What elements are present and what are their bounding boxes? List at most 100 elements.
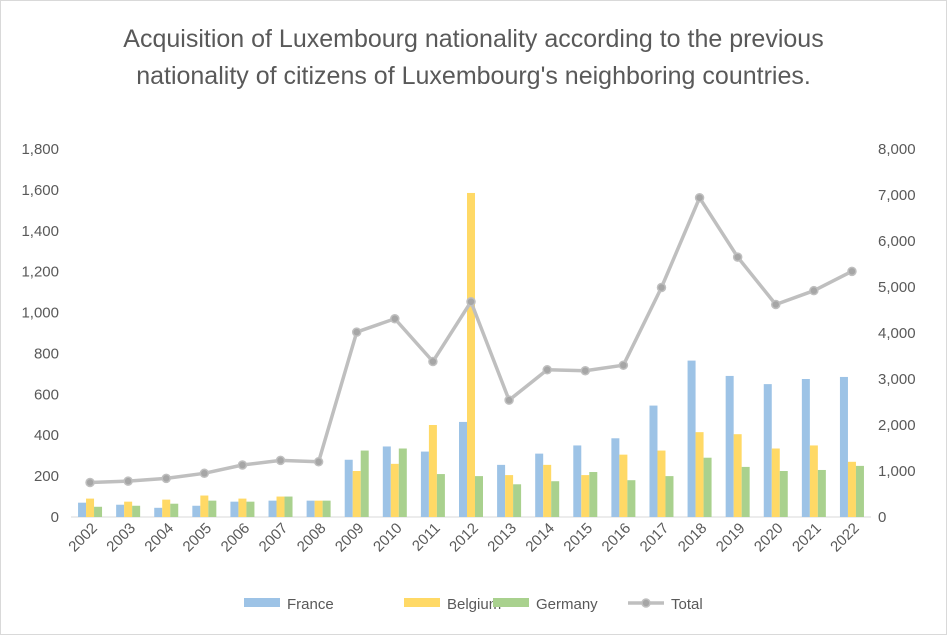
bar-belgium [733, 434, 742, 517]
bar-france [116, 504, 125, 517]
bar-germany [665, 476, 674, 517]
bar-germany [132, 505, 141, 517]
x-tick-label: 2002 [65, 520, 101, 556]
point-total [771, 299, 781, 310]
bar-france [306, 500, 315, 517]
bar-belgium [467, 192, 475, 517]
y-left-tick-label: 400 [34, 427, 59, 444]
point-total [161, 473, 171, 484]
y-right-tick-label: 4,000 [878, 325, 916, 342]
bar-germany [475, 476, 483, 517]
point-total [694, 193, 705, 203]
x-tick-label: 2007 [256, 520, 292, 556]
bar-france [801, 379, 810, 517]
bar-france [725, 375, 734, 517]
y-right-tick-label: 8,000 [878, 141, 916, 158]
x-tick-label: 2020 [751, 520, 787, 556]
x-tick-label: 2003 [103, 520, 139, 556]
y-right-tick-label: 6,000 [878, 233, 916, 250]
legend-label-belgium: Belgium [447, 596, 501, 613]
bar-germany [513, 484, 522, 517]
x-tick-label: 2021 [789, 520, 825, 556]
point-total [313, 457, 324, 467]
point-total [390, 313, 400, 324]
bar-germany [322, 500, 331, 517]
legend-label-germany: Germany [536, 596, 598, 613]
x-tick-label: 2004 [141, 520, 177, 556]
x-tick-label: 2012 [446, 520, 482, 556]
y-right-tick-label: 2,000 [878, 417, 916, 434]
bar-france [611, 438, 620, 517]
point-total [656, 282, 667, 293]
y-left-tick-label: 600 [34, 386, 59, 403]
bar-germany [551, 481, 560, 517]
x-tick-label: 2005 [180, 520, 216, 556]
x-tick-label: 2006 [218, 520, 254, 556]
bar-france [649, 405, 658, 517]
point-total [580, 365, 591, 376]
x-tick-label: 2019 [713, 520, 749, 556]
legend-swatch-germany [493, 598, 529, 607]
bar-germany [703, 457, 712, 517]
y-right-tick-label: 7,000 [878, 187, 916, 204]
legend-swatch-france [244, 598, 280, 607]
y-right-tick-label: 3,000 [878, 371, 916, 388]
x-tick-label: 2010 [370, 520, 406, 556]
bar-germany [627, 480, 636, 517]
bar-belgium [695, 432, 704, 517]
bar-france [459, 421, 467, 517]
bar-belgium [428, 425, 437, 517]
y-left-tick-label: 800 [34, 345, 59, 362]
point-total [237, 460, 248, 470]
bar-germany [589, 472, 598, 517]
y-left-tick-label: 1,200 [21, 264, 59, 281]
bar-germany [360, 450, 369, 517]
bar-france [420, 451, 429, 517]
bar-germany [94, 506, 103, 517]
bar-belgium [771, 448, 780, 517]
bar-germany [855, 465, 864, 517]
bar-france [230, 501, 239, 517]
point-total [351, 327, 362, 337]
y-right-tick-label: 5,000 [878, 279, 916, 296]
x-tick-label: 2015 [560, 520, 596, 556]
bar-france [687, 360, 696, 517]
y-left-tick-label: 0 [51, 509, 59, 526]
bar-belgium [162, 499, 171, 517]
bar-belgium [86, 498, 95, 517]
point-total [542, 365, 552, 375]
y-left-tick-label: 200 [34, 468, 59, 485]
x-tick-label: 2014 [522, 520, 558, 556]
y-left-tick-label: 1,600 [21, 182, 59, 199]
bar-belgium [276, 496, 285, 517]
point-total [123, 476, 133, 486]
bar-france [154, 507, 163, 517]
bar-belgium [352, 471, 361, 517]
legend-marker-total [641, 598, 651, 608]
x-tick-label: 2022 [827, 520, 863, 556]
point-total [199, 468, 210, 479]
bar-germany [817, 469, 826, 517]
legend-label-total: Total [671, 596, 703, 613]
x-tick-label: 2018 [675, 520, 711, 556]
point-total [732, 252, 743, 262]
bar-france [763, 384, 772, 517]
bar-germany [208, 500, 217, 517]
bar-germany [246, 501, 255, 517]
bar-france [535, 453, 544, 517]
bar-germany [398, 448, 407, 517]
bar-belgium [581, 475, 590, 517]
x-tick-label: 2009 [332, 520, 368, 556]
point-total [85, 477, 95, 488]
bar-belgium [657, 450, 666, 517]
point-total [809, 285, 819, 296]
bar-belgium [847, 461, 856, 517]
bar-germany [779, 471, 788, 517]
bar-germany [741, 466, 750, 517]
point-total [618, 360, 629, 370]
bar-france [268, 500, 277, 517]
chart-title: Acquisition of Luxembourg nationality ac… [123, 25, 824, 90]
bar-france [382, 446, 391, 517]
